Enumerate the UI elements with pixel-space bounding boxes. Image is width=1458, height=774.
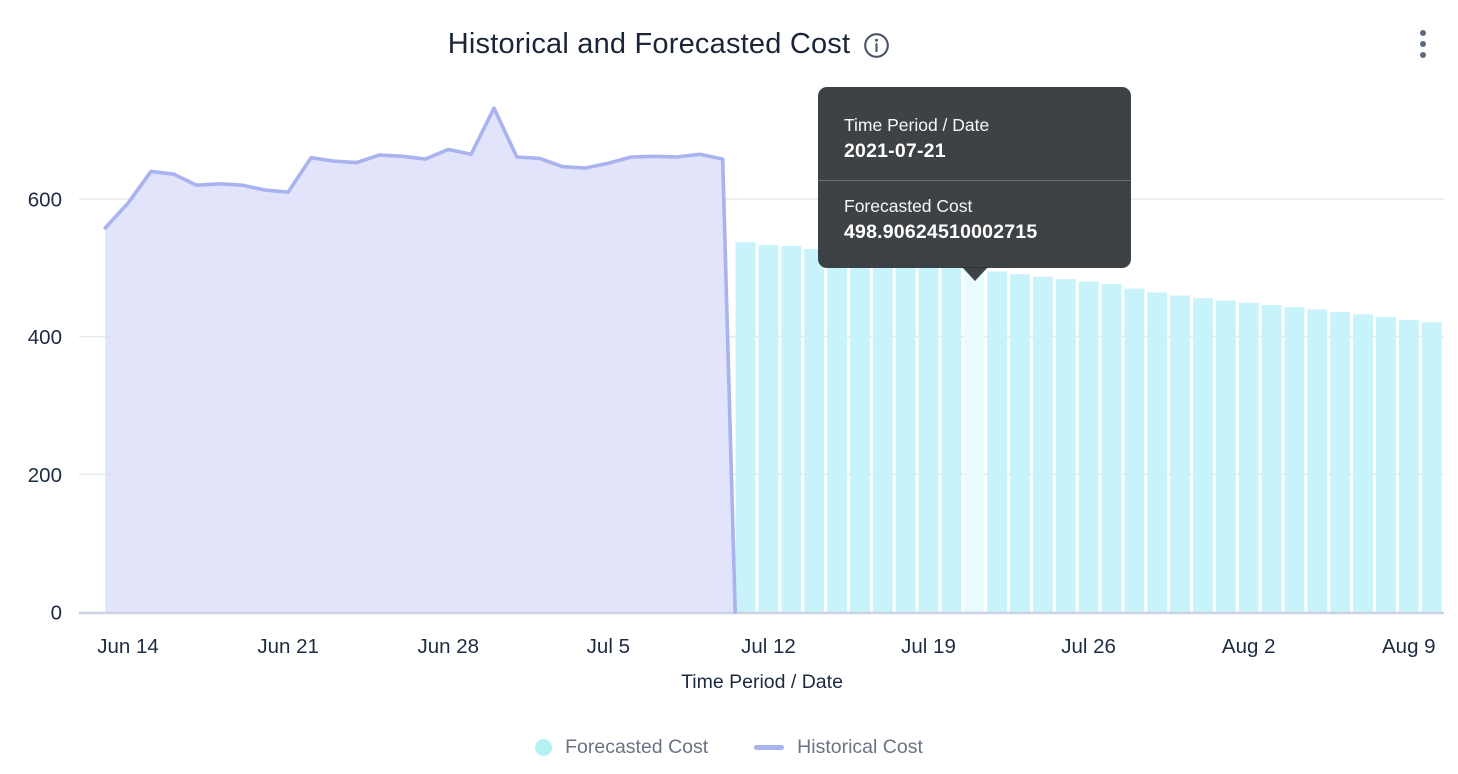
forecasted-cost-swatch-icon — [535, 739, 553, 756]
forecast-bar[interactable] — [872, 256, 893, 612]
tooltip-divider — [818, 180, 1131, 181]
forecast-bar[interactable] — [1353, 314, 1374, 612]
chart-legend: Forecasted Cost Historical Cost — [0, 736, 1458, 759]
forecast-bar[interactable] — [758, 245, 779, 612]
legend-item-forecasted-cost[interactable]: Forecasted Cost — [535, 736, 708, 759]
historical-line[interactable] — [103, 106, 737, 614]
forecast-bar[interactable] — [849, 253, 870, 612]
forecast-bar[interactable] — [1032, 276, 1053, 612]
legend-item-historical-cost[interactable]: Historical Cost — [754, 736, 923, 759]
info-icon[interactable] — [863, 32, 890, 59]
x-axis-tick-label: Aug 2 — [1222, 635, 1276, 658]
x-axis-tick-label: Jul 26 — [1061, 635, 1116, 658]
forecast-bar[interactable] — [895, 259, 916, 612]
forecast-bar[interactable] — [1010, 274, 1030, 612]
y-axis-tick-label: 400 — [28, 326, 62, 349]
forecast-bar[interactable] — [1261, 305, 1282, 612]
forecast-bar[interactable] — [1147, 292, 1168, 612]
x-axis-tick-label: Jun 14 — [97, 635, 159, 658]
forecast-bar[interactable] — [781, 245, 802, 612]
x-axis-tick-label: Aug 9 — [1382, 635, 1436, 658]
forecast-bar[interactable] — [1101, 284, 1122, 612]
forecast-bar[interactable] — [827, 251, 848, 612]
forecast-bar[interactable] — [1124, 288, 1145, 612]
tooltip-series-label: Forecasted Cost — [844, 196, 973, 216]
forecast-bar[interactable] — [941, 265, 962, 612]
forecast-bar[interactable] — [804, 248, 825, 612]
forecast-bar[interactable] — [918, 262, 939, 612]
forecast-bar[interactable] — [1284, 307, 1305, 612]
forecast-bar[interactable] — [1215, 300, 1236, 612]
x-axis-tick-label: Jul 19 — [901, 635, 956, 658]
tooltip-x-label: Time Period / Date — [844, 115, 990, 135]
historical-cost-swatch-icon — [754, 745, 785, 750]
tooltip-series-value: 498.90624510002715 — [844, 221, 1038, 243]
forecast-bar[interactable] — [1398, 319, 1419, 612]
x-axis-tick-label: Jul 12 — [741, 635, 796, 658]
x-axis-tick-label: Jun 28 — [417, 635, 479, 658]
forecast-bar[interactable] — [987, 271, 1008, 612]
y-axis-tick-label: 200 — [28, 464, 62, 487]
forecast-bar[interactable] — [1192, 298, 1213, 612]
historical-area[interactable] — [105, 108, 736, 612]
page-title: Historical and Forecasted Cost — [447, 27, 851, 60]
forecast-bar[interactable] — [1170, 295, 1191, 612]
forecast-bar[interactable] — [1055, 279, 1076, 612]
forecast-bar-highlighted[interactable] — [964, 268, 985, 612]
kebab-menu-icon[interactable] — [1414, 27, 1432, 61]
tooltip-x-value: 2021-07-21 — [844, 140, 946, 162]
x-axis-title: Time Period / Date — [681, 671, 843, 693]
forecast-bar[interactable] — [1421, 322, 1442, 612]
x-axis-tick-label: Jul 5 — [587, 635, 630, 658]
legend-label: Historical Cost — [797, 736, 923, 758]
forecast-bar[interactable] — [1078, 281, 1099, 612]
tooltip-pointer — [961, 267, 988, 281]
forecast-bar[interactable] — [1330, 311, 1351, 612]
chart-header: Historical and Forecasted Cost — [0, 22, 1398, 66]
chart-tooltip: Time Period / Date 2021-07-21 Forecasted… — [818, 87, 1131, 281]
forecast-bar[interactable] — [1375, 316, 1396, 612]
legend-label: Forecasted Cost — [565, 736, 709, 758]
forecast-bar[interactable] — [1307, 309, 1328, 612]
forecast-bar[interactable] — [735, 242, 756, 612]
chart-canvas: 0 200 400 600 Jun 14 Jun 21 Jun 28 Jul 5 Jul 12 J… — [28, 106, 1444, 658]
forecast-bar[interactable] — [1238, 302, 1259, 612]
y-axis-tick-label: 0 — [51, 602, 62, 625]
y-axis-tick-label: 600 — [28, 189, 62, 212]
x-axis-tick-label: Jun 21 — [257, 635, 319, 658]
